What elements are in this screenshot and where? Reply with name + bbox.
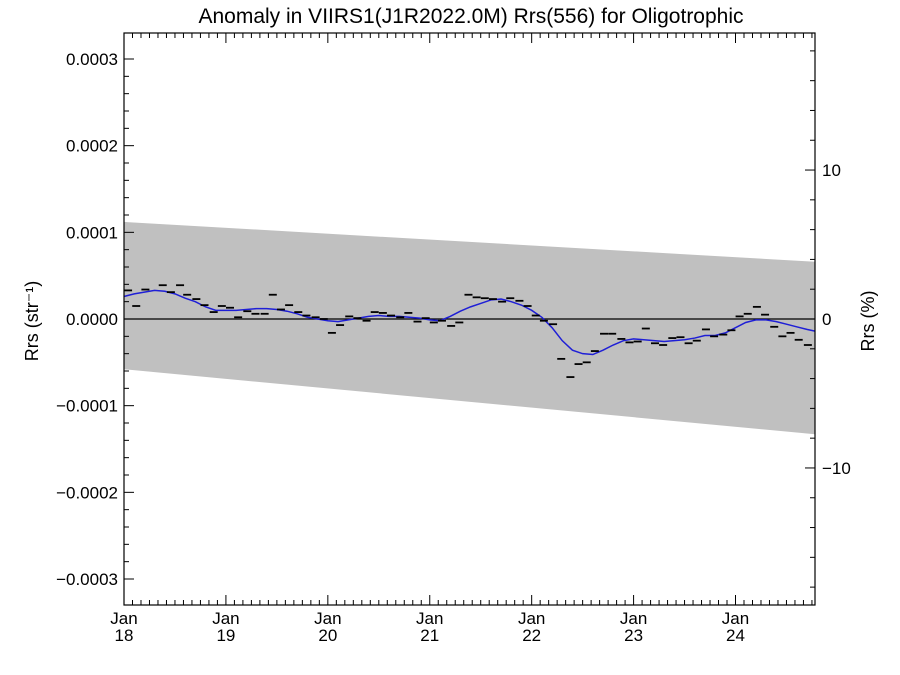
y-left-tick-label: 0.0002 (66, 137, 118, 156)
x-tick-label-year: 23 (624, 626, 643, 645)
y-left-tick-label: 0.0003 (66, 50, 118, 69)
uncertainty-band-layer (124, 221, 815, 435)
chart-title: Anomaly in VIIRS1(J1R2022.0M) Rrs(556) f… (198, 5, 743, 28)
y-axis-label-right: Rrs (%) (858, 291, 878, 352)
x-tick-label-month: Jan (314, 609, 341, 628)
y-left-tick-label: −0.0002 (56, 483, 118, 502)
uncertainty-band (124, 221, 815, 435)
y-right-tick-label: −10 (822, 459, 851, 478)
y-left-tick-label: 0.0000 (66, 310, 118, 329)
smoothed-line-layer (123, 289, 816, 356)
x-tick-label-year: 24 (726, 626, 745, 645)
y-left-tick-label: 0.0001 (66, 223, 118, 242)
y-left-tick-label: −0.0001 (56, 397, 118, 416)
ticks-layer: 0.0003 0.0002 0.0001 0.0000 −0.0001 −0.0002 −0… (56, 33, 851, 645)
x-tick-label-month: Jan (722, 609, 749, 628)
y-right-tick-label: 10 (822, 161, 841, 180)
y-left-tick-label: −0.0003 (56, 570, 118, 589)
monthly-points-layer (124, 284, 812, 378)
x-tick-label-year: 22 (522, 626, 541, 645)
x-tick-label-month: Jan (620, 609, 647, 628)
x-tick-label-year: 20 (318, 626, 337, 645)
y-axis-label-left: Rrs (str⁻¹) (22, 281, 42, 361)
x-tick-label-year: 21 (420, 626, 439, 645)
x-tick-label-month: Jan (416, 609, 443, 628)
y-right-tick-label: 0 (822, 310, 831, 329)
smoothed-series-line (123, 289, 816, 356)
x-tick-label-year: 19 (216, 626, 235, 645)
x-tick-label-month: Jan (110, 609, 137, 628)
x-tick-label-year: 18 (115, 626, 134, 645)
x-tick-label-month: Jan (518, 609, 545, 628)
x-tick-label-month: Jan (212, 609, 239, 628)
